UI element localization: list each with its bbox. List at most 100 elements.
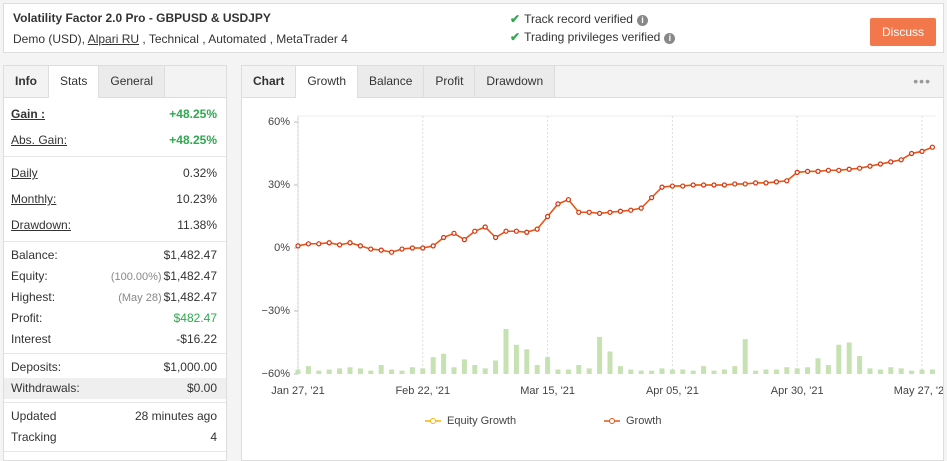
- stats-value: +48.25%: [169, 133, 217, 147]
- stats-group: Balance: $1,482.47 Equity: (100.00%) $1,482.…: [4, 242, 226, 354]
- y-tick-label: 0%: [274, 242, 290, 254]
- stats-label: Tracking: [11, 430, 57, 444]
- bar: [524, 349, 530, 374]
- discuss-button[interactable]: Discuss: [870, 18, 936, 46]
- point: [846, 166, 852, 172]
- bar: [555, 369, 561, 374]
- stats-row: Gain : +48.25%: [4, 101, 226, 127]
- point: [649, 194, 655, 201]
- bar: [721, 369, 727, 374]
- point: [503, 228, 509, 234]
- point: [669, 183, 675, 189]
- point: [430, 243, 436, 249]
- point: [711, 182, 717, 188]
- point: [513, 228, 519, 234]
- stats-group: Daily 0.32% Monthly: 10.23% Drawdown: 11.38%: [4, 157, 226, 242]
- tab: Info: [4, 66, 49, 97]
- broker-link[interactable]: Alpari RU: [87, 32, 140, 46]
- point: [867, 163, 873, 169]
- tab[interactable]: Drawdown: [475, 66, 556, 97]
- legend-label[interactable]: Equity Growth: [447, 415, 516, 427]
- bar: [680, 369, 686, 374]
- stats-row: Interest -$16.22: [4, 329, 226, 350]
- bar: [326, 369, 332, 374]
- bar: [305, 366, 311, 374]
- tab[interactable]: Profit: [424, 66, 476, 97]
- point: [690, 182, 696, 188]
- stats-row: Equity: (100.00%) $1,482.47: [4, 266, 226, 287]
- point: [763, 180, 769, 186]
- tab[interactable]: Balance: [358, 66, 425, 97]
- stats-label: Balance:: [11, 248, 58, 262]
- title: Volatility Factor 2.0 Pro - GBPUSD & USD…: [13, 11, 271, 25]
- stats-value-wrap: 11.38%: [177, 212, 217, 238]
- stats-value-wrap: $0.00: [187, 378, 217, 399]
- legend-marker: [609, 418, 615, 424]
- bar: [711, 370, 717, 374]
- bar: [732, 366, 738, 374]
- bar: [919, 369, 925, 374]
- point: [659, 184, 665, 190]
- point: [929, 144, 936, 150]
- point: [399, 246, 405, 252]
- point: [555, 201, 561, 207]
- menu-icon[interactable]: •••: [913, 73, 931, 89]
- bar: [794, 368, 800, 374]
- bar: [597, 336, 603, 374]
- stats-value-wrap: -$16.22: [176, 329, 217, 350]
- point: [617, 208, 623, 214]
- bar: [888, 367, 894, 374]
- point: [856, 165, 863, 171]
- bar: [337, 368, 343, 374]
- bar: [513, 344, 519, 374]
- bar: [482, 368, 488, 374]
- x-tick-label: Feb 22, '21: [395, 385, 450, 397]
- bar: [420, 368, 426, 374]
- stats-label: Updated: [11, 409, 57, 423]
- legend-label[interactable]: Growth: [626, 415, 661, 427]
- stats-value-wrap: 0.32%: [183, 160, 217, 186]
- stats-value-wrap: (100.00%) $1,482.47: [111, 266, 217, 288]
- chart: 60% 30% 0% −30% −60% Jan 27, '21 Feb 22, '21 Ma…: [262, 115, 943, 427]
- stats-value: $1,000.00: [163, 360, 217, 374]
- stats-row: Withdrawals: $0.00: [4, 378, 226, 399]
- tab[interactable]: Growth: [296, 66, 359, 98]
- point: [638, 205, 644, 211]
- bar: [763, 369, 769, 374]
- tab: Chart: [242, 66, 297, 97]
- stats-value-wrap: 4: [210, 427, 217, 448]
- point: [721, 182, 727, 188]
- point: [441, 234, 447, 241]
- stats-row: Updated 28 minutes ago: [4, 406, 226, 427]
- tab[interactable]: Stats: [49, 66, 100, 98]
- point: [888, 159, 894, 165]
- stats-row: Abs. Gain: +48.25%: [4, 127, 226, 153]
- stats-row: Tracking 4: [4, 427, 226, 448]
- stats-value-wrap: 28 minutes ago: [135, 406, 217, 427]
- stats-label: Interest: [11, 332, 52, 346]
- stats-value-wrap: $1,482.47: [164, 245, 217, 266]
- bar: [805, 367, 811, 374]
- stats-value: -$16.22: [176, 332, 217, 346]
- y-tick-label: 60%: [268, 116, 290, 128]
- bar: [607, 351, 613, 374]
- point: [804, 168, 811, 174]
- stats-value-wrap: $1,000.00: [164, 357, 217, 378]
- stats-value-wrap: +48.25%: [169, 101, 217, 127]
- stats-row: Monthly: 10.23%: [4, 186, 226, 212]
- bar: [357, 368, 363, 374]
- bar: [836, 344, 842, 374]
- series-line: [297, 146, 933, 253]
- bar: [576, 365, 582, 374]
- point: [898, 157, 904, 163]
- bar: [867, 368, 873, 374]
- point: [451, 230, 457, 236]
- bar: [430, 357, 436, 374]
- point: [794, 169, 800, 176]
- point: [482, 224, 488, 230]
- bar: [898, 368, 904, 374]
- verified-text: Track record verified: [524, 12, 633, 26]
- tab[interactable]: General: [99, 66, 166, 97]
- stats-group: Deposits: $1,000.00 Withdrawals: $0.00: [4, 354, 226, 403]
- stats-label: Daily: [11, 166, 38, 180]
